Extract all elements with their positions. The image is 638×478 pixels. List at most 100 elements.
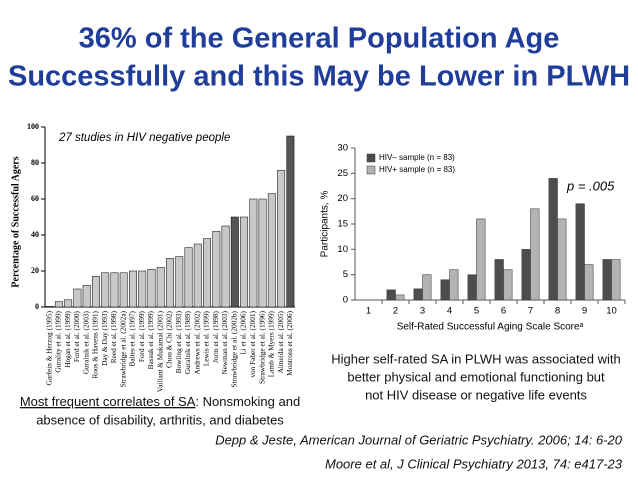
y-tick-label: 25 — [337, 168, 348, 179]
bar — [54, 301, 63, 308]
caption: Higher self-rated SA in PLWH was associa… — [331, 351, 621, 366]
bar — [548, 178, 558, 301]
caption: absence of disability, arthritis, and di… — [36, 412, 284, 427]
bar — [557, 218, 567, 301]
x-tick-label: 9 — [582, 306, 587, 317]
y-tick-label: 40 — [31, 230, 39, 239]
x-tick-label: Roos & Havens (1991) — [91, 310, 100, 378]
bar — [138, 270, 147, 308]
bar — [64, 299, 73, 308]
x-tick-label: 2 — [393, 306, 398, 317]
x-tick-label: Newman et al. (2003) — [220, 310, 229, 374]
title: 36% of the General Population Age — [79, 23, 560, 55]
legend-swatch — [366, 165, 376, 175]
bar — [73, 288, 82, 308]
legend-swatch — [366, 153, 376, 163]
bar — [91, 276, 100, 308]
x-tick-label: Lamb & Myers (1999) — [267, 310, 276, 377]
bar — [449, 269, 459, 301]
bar — [166, 258, 174, 308]
bar — [277, 169, 286, 308]
x-tick-label: Guralnik et al. (1989) — [183, 310, 192, 374]
citation: Depp & Jeste, American Journal of Geriat… — [215, 432, 623, 447]
bar — [413, 288, 423, 301]
bar — [119, 272, 128, 308]
y-tick-label: 100 — [27, 122, 39, 131]
bar — [258, 198, 267, 308]
bar — [156, 267, 165, 308]
x-tick-label: Almeida et al. (2005) — [276, 310, 285, 373]
citation: Moore et al, J Clinical Psychiatry 2013,… — [325, 456, 623, 471]
x-tick-label: von Faber et al. (2001) — [248, 310, 257, 377]
caption-part: : Nonsmoking and — [195, 394, 300, 409]
caption: better physical and emotional functionin… — [347, 369, 605, 384]
bar — [386, 289, 396, 301]
bar — [521, 249, 531, 301]
caption-part: Most frequent correlates of SA — [20, 394, 196, 409]
x-tick-label: Li et al. (2006) — [239, 310, 248, 354]
caption: not HIV disease or negative life events — [365, 387, 587, 402]
y-tick-label: 60 — [31, 194, 39, 203]
legend-label: HIV– sample (n = 83) — [379, 153, 455, 162]
bar — [467, 274, 477, 301]
bar — [147, 268, 156, 308]
bar — [221, 225, 230, 308]
y-tick-label: 30 — [337, 143, 348, 154]
bar — [530, 208, 540, 301]
x-tick-label: 8 — [555, 306, 560, 317]
bar — [82, 285, 91, 308]
bar — [184, 247, 193, 308]
y-axis-label: Percentage of Successful Agers — [10, 156, 21, 287]
bar — [175, 256, 184, 308]
x-tick-label: Ford et al. (1999) — [137, 310, 146, 362]
x-tick-label: Gurality et al. (1999) — [54, 310, 63, 372]
x-tick-label: Strawbridge et al. (1996) — [257, 310, 266, 384]
x-tick-label: Jorm et al. (1998) — [211, 310, 220, 362]
bar — [101, 272, 110, 308]
x-tick-label: 1 — [366, 306, 371, 317]
y-tick-label: 20 — [31, 266, 39, 275]
x-tick-label: 3 — [420, 306, 425, 317]
bar — [395, 294, 405, 301]
x-tick-label: Lewis et al. (1999) — [202, 310, 211, 366]
x-tick-label: Bassuk et al. (1999) — [146, 310, 155, 369]
bar — [267, 193, 276, 308]
title: Successfully and this May be Lower in PL… — [8, 61, 630, 93]
bar — [503, 269, 513, 301]
x-tick-label: Chou & Chi (2002) — [165, 310, 174, 368]
annotation: p = .005 — [566, 178, 615, 193]
x-tick-label: Bowling et al. (1993) — [174, 310, 183, 373]
x-tick-label: Hogan et al. (1999) — [63, 310, 72, 367]
x-tick-label: 5 — [474, 306, 479, 317]
y-tick-label: 20 — [337, 193, 348, 204]
caption: Most frequent correlates of SA: Nonsmoki… — [20, 394, 300, 409]
bar — [240, 216, 249, 308]
bar — [203, 238, 211, 308]
y-axis-label: Participants, % — [320, 191, 331, 258]
bar — [286, 135, 295, 308]
y-tick-label: 0 — [35, 302, 39, 311]
x-tick-label: 7 — [528, 306, 533, 317]
bar — [193, 243, 202, 308]
annotation: 27 studies in HIV negative people — [58, 132, 230, 144]
bar — [494, 259, 504, 301]
x-tick-label: Baltes et al. (1997) — [128, 310, 137, 366]
bar — [476, 218, 486, 301]
bar — [110, 272, 119, 308]
bar — [45, 306, 54, 308]
bar — [602, 259, 612, 301]
x-axis-label: Self-Rated Successful Aging Scale Scoreᵃ — [397, 322, 584, 333]
x-tick-label: Garfein & Herzog (1995) — [44, 310, 53, 385]
y-tick-label: 5 — [343, 269, 348, 280]
bar — [422, 274, 432, 301]
x-tick-label: Ford et al. (2000) — [72, 310, 81, 362]
y-tick-label: 80 — [31, 158, 39, 167]
bar — [575, 203, 585, 301]
bar — [440, 279, 450, 301]
x-tick-label: 10 — [606, 306, 617, 317]
bar — [584, 264, 594, 301]
x-tick-label: Strawbridge et al. (2002a) — [118, 310, 127, 387]
x-tick-label: Andrews et al. (2002) — [192, 310, 201, 374]
x-tick-label: 4 — [447, 306, 452, 317]
